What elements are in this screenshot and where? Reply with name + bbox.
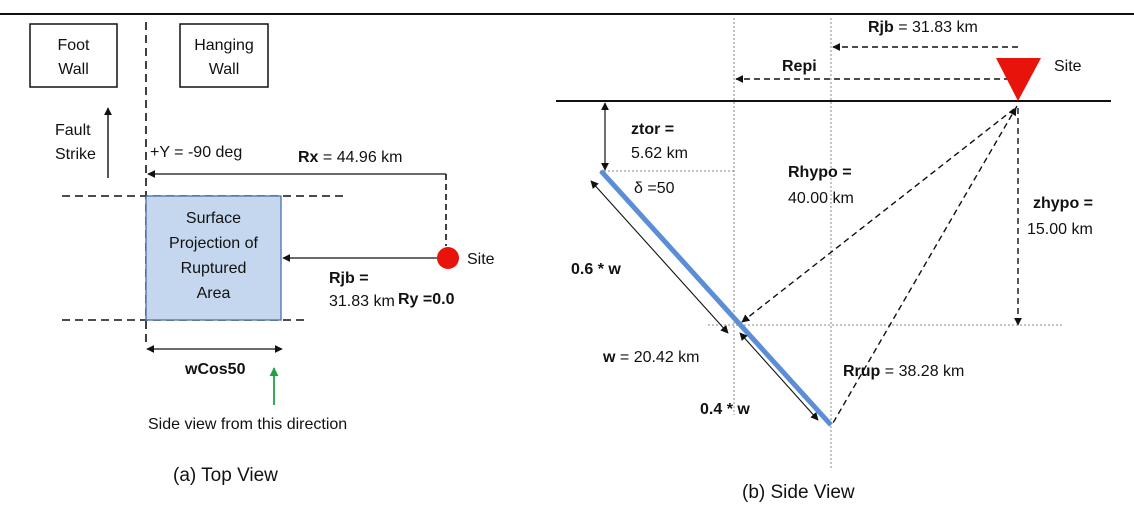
rx-name: Rx — [298, 149, 319, 166]
w-name: w — [602, 349, 616, 366]
rhypo-label-1: Rhypo = — [788, 164, 852, 181]
rupture-area-box — [145, 195, 282, 321]
side-view-caption: (b) Side View — [742, 482, 855, 503]
rupture-area-label-2: Projection of — [169, 235, 258, 252]
foot-wall-label-2: Wall — [58, 61, 89, 78]
w-label: w = 20.42 km — [602, 349, 700, 366]
ry-label: Ry =0.0 — [398, 291, 455, 308]
rx-value: = 44.96 km — [318, 149, 402, 166]
rupture-area-label-4: Area — [197, 285, 231, 302]
rupture-area-label-1: Surface — [186, 210, 241, 227]
fault-strike-label-1: Fault — [55, 122, 91, 139]
top-view-caption: (a) Top View — [173, 465, 278, 486]
side-view-panel: Rjb = 31.83 km Repi Site ztor = 5.62 km … — [556, 18, 1111, 503]
zhypo-label-1: zhypo = — [1033, 195, 1093, 212]
y-angle-label: +Υ = -90 deg — [150, 144, 242, 161]
lower-width-arrow — [739, 332, 819, 421]
rrup-dashed-line — [832, 105, 1018, 424]
fault-strike-label-2: Strike — [55, 146, 96, 163]
foot-wall-label-1: Foot — [57, 37, 90, 54]
side-view-note: Side view from this direction — [148, 416, 347, 433]
site-marker-icon — [437, 247, 459, 269]
upper-width-label: 0.6 * w — [571, 261, 621, 278]
zhypo-label-2: 15.00 km — [1027, 221, 1093, 238]
hanging-wall-label-1: Hanging — [194, 37, 254, 54]
ztor-label-2: 5.62 km — [631, 145, 688, 162]
rrup-value: = 38.28 km — [880, 363, 964, 380]
rx-label: Rx = 44.96 km — [298, 149, 403, 166]
rjb-label-1: Rjb = — [329, 270, 369, 287]
rhypo-label-2: 40.00 km — [788, 190, 854, 207]
foot-wall-box — [29, 23, 118, 88]
hanging-wall-box — [179, 23, 269, 88]
rhypo-arrow — [741, 108, 1015, 323]
site-label-top: Site — [467, 251, 495, 268]
top-view-panel: Foot Wall Hanging Wall Fault Strike +Υ =… — [29, 22, 495, 486]
w-value: = 20.42 km — [615, 349, 699, 366]
rupture-area-label-3: Ruptured — [181, 260, 247, 277]
rrup-name: Rrup — [843, 363, 881, 380]
repi-label: Repi — [782, 58, 817, 75]
site-label-side: Site — [1054, 58, 1082, 75]
lower-width-label: 0.4 * w — [700, 401, 750, 418]
wcos-label: wCos50 — [184, 361, 246, 378]
side-rjb-value: = 31.83 km — [894, 19, 978, 36]
fault-plane-line — [599, 169, 833, 427]
upper-width-arrow — [590, 180, 729, 334]
ztor-label-1: ztor = — [631, 121, 674, 138]
dip-angle-label: δ =50 — [634, 180, 675, 197]
hanging-wall-label-2: Wall — [209, 61, 240, 78]
rrup-label: Rrup = 38.28 km — [843, 363, 964, 380]
side-rjb-label: Rjb = 31.83 km — [868, 19, 978, 36]
site-triangle-icon — [996, 58, 1041, 101]
side-rjb-name: Rjb — [868, 19, 894, 36]
rjb-label-2: 31.83 km — [329, 293, 395, 310]
